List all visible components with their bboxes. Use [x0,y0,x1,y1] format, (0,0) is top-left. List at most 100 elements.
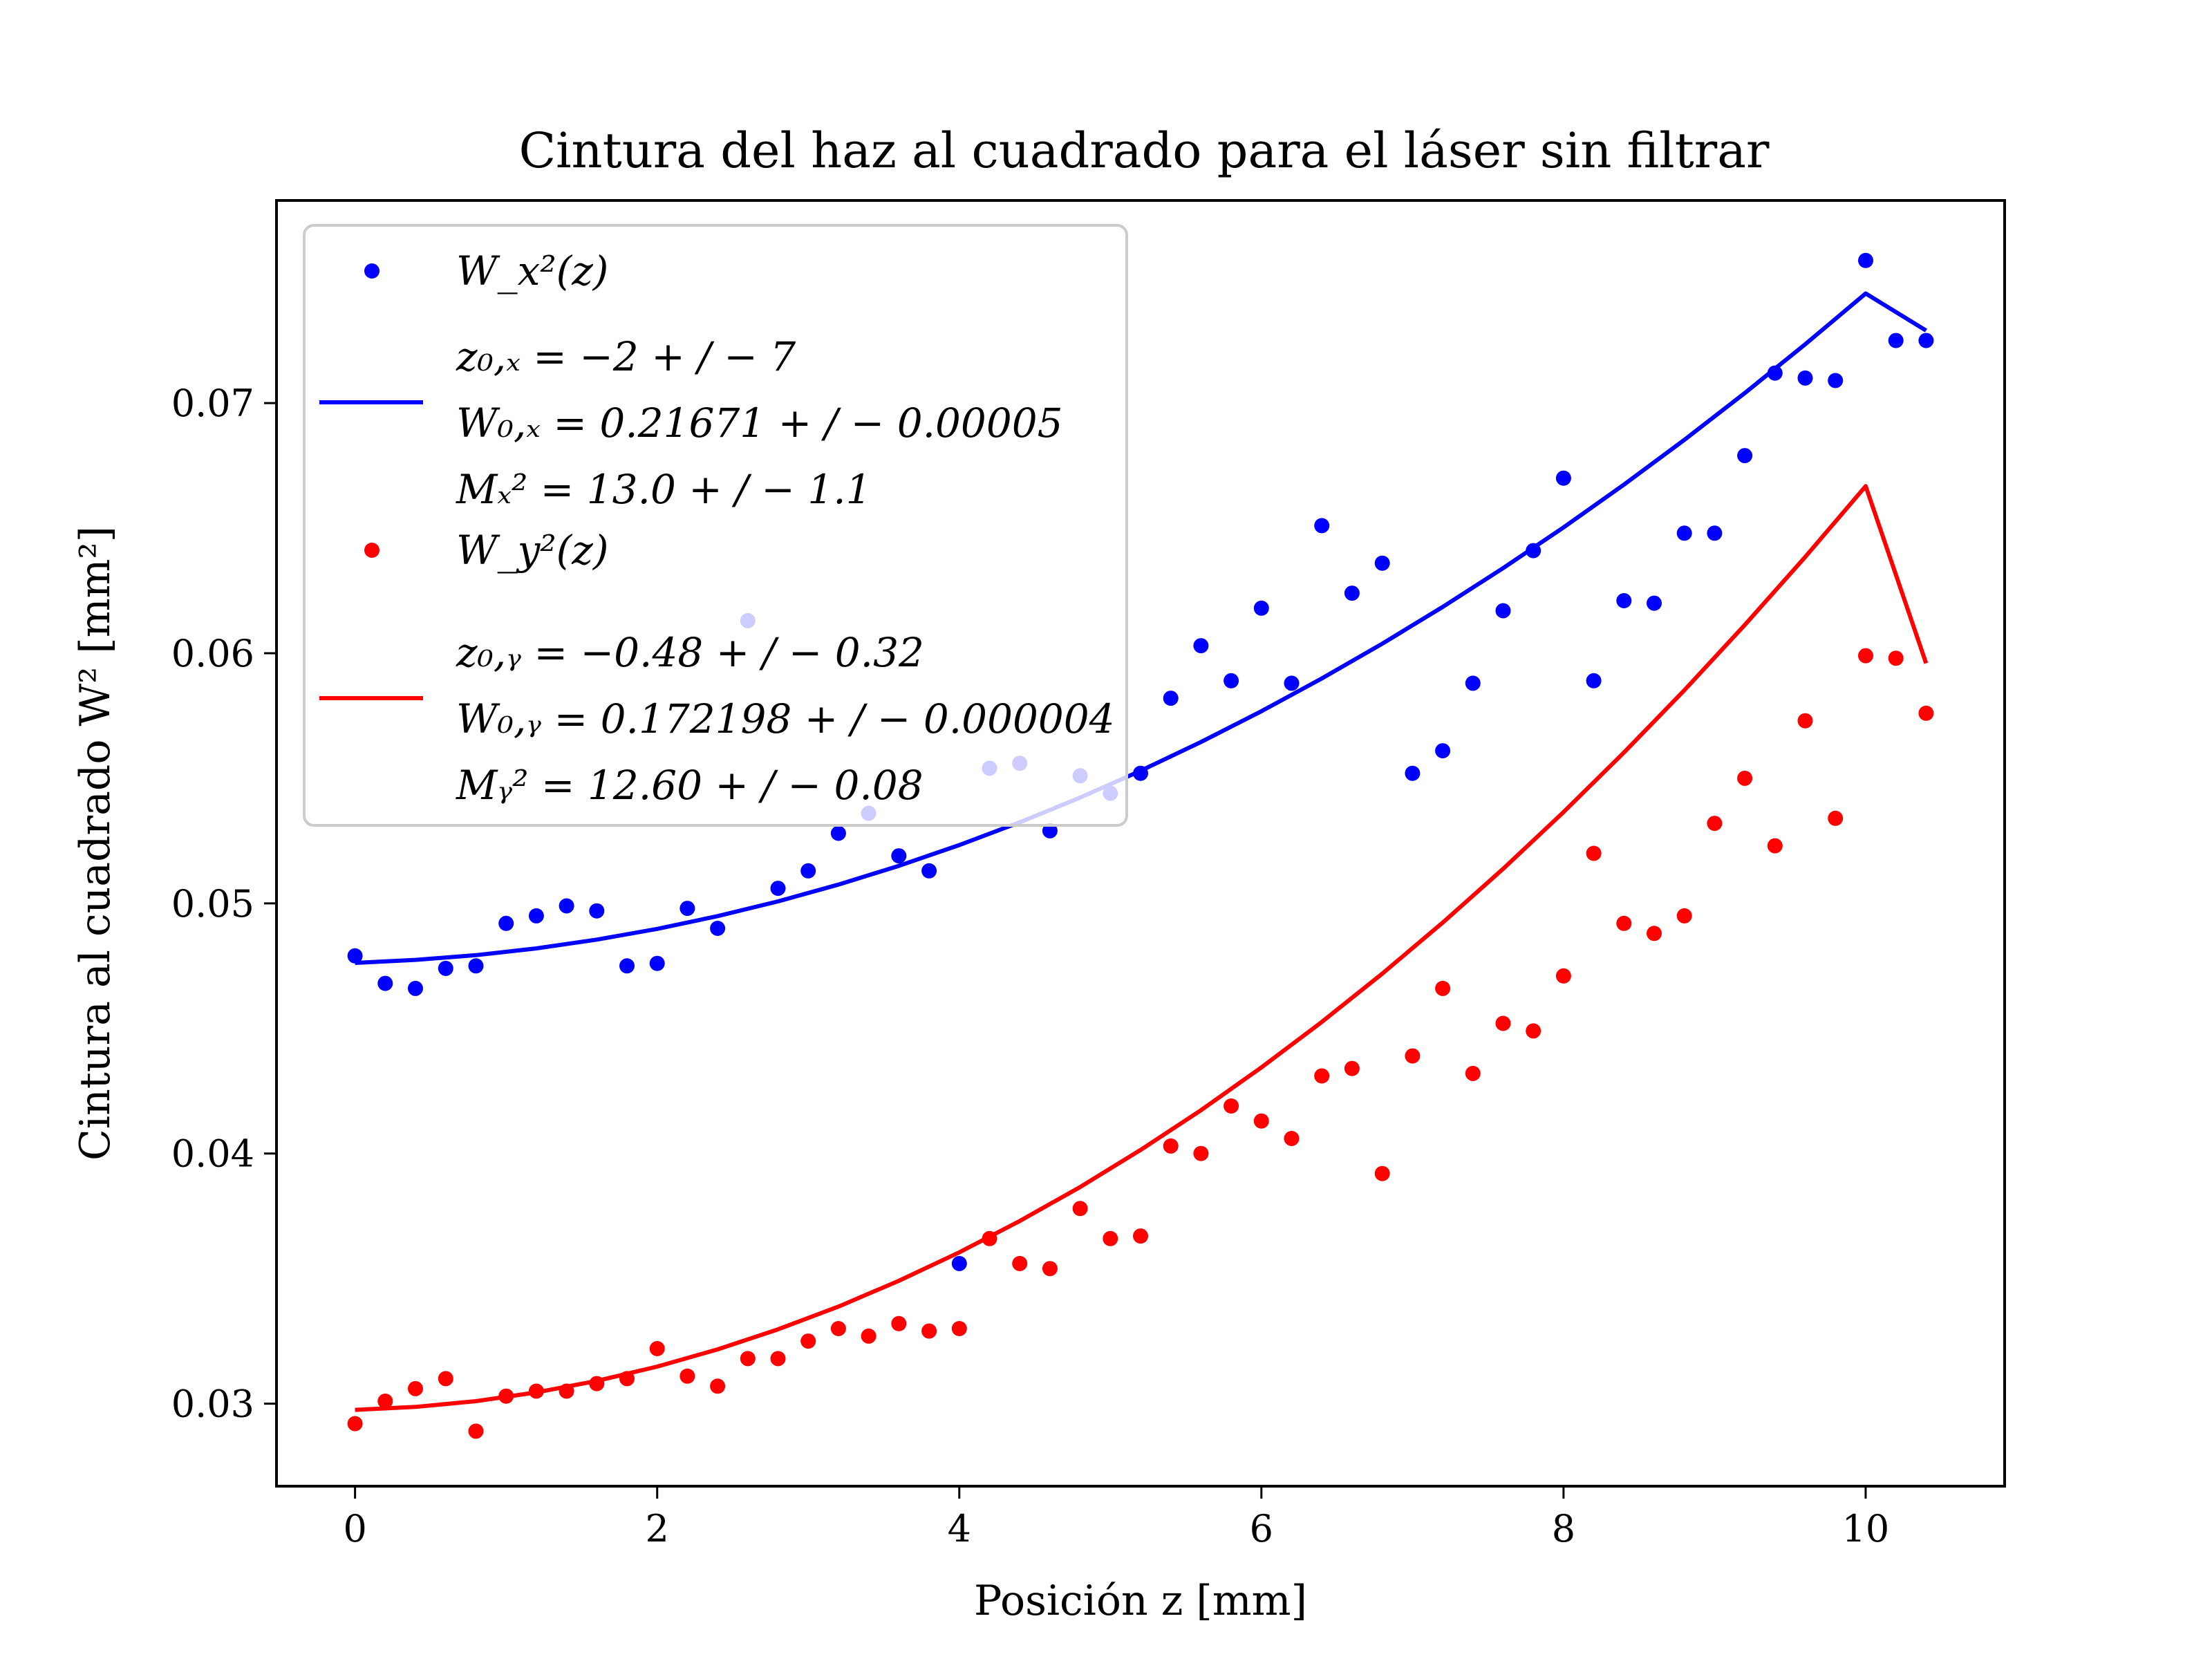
data-point [710,1378,726,1394]
y-axis-label: Cintura al cuadrado W² [mm²] [71,526,120,1161]
data-point [1555,968,1571,984]
data-point [1163,691,1179,706]
data-point [1374,1165,1390,1181]
data-point [1676,908,1692,924]
data-point [800,1333,816,1349]
data-point [1828,373,1844,388]
data-point [1072,1201,1088,1217]
data-point [1858,648,1873,664]
data-point [1828,810,1844,826]
data-point [1344,1060,1360,1076]
data-point [1858,252,1873,268]
data-point [1284,1131,1300,1146]
data-point [1647,595,1662,611]
legend-marker [364,543,379,558]
y-tick-label: 0.07 [171,382,254,425]
data-point [1586,673,1602,688]
data-point [1314,518,1330,534]
x-tick-label: 2 [646,1507,669,1550]
data-point [619,958,635,974]
data-point [1224,673,1239,688]
chart-title: Cintura del haz al cuadrado para el láse… [519,122,1770,179]
data-point [1042,1261,1058,1277]
x-axis-label: Posición z [mm] [974,1577,1307,1625]
data-point [1707,525,1723,541]
data-point [1737,770,1753,786]
legend-fit-label: z₀,ᵧ = −0.48 + / − 0.32 [456,629,924,676]
data-point [1344,585,1360,601]
data-point [1888,332,1904,348]
legend-marker [364,263,379,279]
data-point [679,1368,695,1384]
data-point [1193,1145,1209,1161]
data-point [1616,593,1632,608]
data-point [1163,1138,1179,1154]
data-point [770,1351,786,1367]
data-point [1737,448,1753,464]
x-tick-label: 4 [948,1507,971,1550]
data-point [1042,823,1058,838]
legend-fit-label: W₀,ᵧ = 0.172198 + / − 0.000004 [456,695,1115,742]
legend: W_x²(z) z₀,ₓ = −2 + / − 7 W₀,ₓ = 0.21671 +… [303,224,1128,827]
data-point [408,980,423,996]
y-tick-label: 0.03 [171,1382,254,1426]
x-tick-label: 10 [1842,1507,1890,1550]
data-point [1284,675,1300,691]
data-point [1224,1098,1239,1114]
y-tick-label: 0.05 [171,882,254,926]
data-point [1707,816,1723,832]
x-tick-label: 0 [343,1507,366,1550]
data-point [1405,1048,1421,1064]
data-point [1918,332,1934,348]
data-point [710,921,726,936]
data-point [1314,1068,1330,1084]
data-point [1374,555,1390,571]
data-point [1465,675,1481,691]
legend-fit-label: z₀,ₓ = −2 + / − 7 [456,333,796,380]
data-point [830,825,846,841]
data-point [1647,926,1662,941]
data-point [891,848,907,864]
data-point [1797,370,1813,386]
data-point [1526,1023,1541,1039]
data-point [377,1394,393,1409]
data-point [589,903,605,919]
data-point [1767,838,1783,854]
data-point [498,915,514,931]
data-point [408,1380,423,1396]
data-point [800,863,816,879]
data-point [1435,980,1451,996]
fit-curve-1 [355,291,1927,965]
data-point [1495,603,1511,619]
fit-curve-4 [355,484,1929,1412]
data-point [951,1255,967,1271]
data-point [347,1416,363,1432]
legend-fit-label: Mᵧ² = 12.60 + / − 0.08 [456,762,924,809]
data-point [1888,650,1904,666]
legend-box [303,224,1128,827]
data-point [528,908,544,924]
plot-frame [275,199,2006,1488]
data-point [830,1321,846,1336]
data-point [468,958,484,974]
data-point [1555,470,1571,486]
data-point [770,881,786,897]
data-point [1193,638,1209,654]
x-tick-label: 6 [1250,1507,1273,1550]
data-point [921,1323,937,1339]
data-point [740,1351,756,1367]
legend-fit-label: W₀,ₓ = 0.21671 + / − 0.00005 [456,400,1063,447]
data-point [559,898,574,914]
data-point [438,1371,453,1387]
data-point [1918,705,1934,721]
data-point [438,960,453,976]
data-point [1012,1255,1028,1271]
y-tick-label: 0.04 [171,1132,254,1176]
x-tick-label: 8 [1552,1507,1575,1550]
data-point [649,955,665,971]
data-point [347,948,363,964]
data-point [861,1328,877,1344]
legend-label: W_x²(z) [456,247,608,294]
plot-area [347,252,1934,1439]
